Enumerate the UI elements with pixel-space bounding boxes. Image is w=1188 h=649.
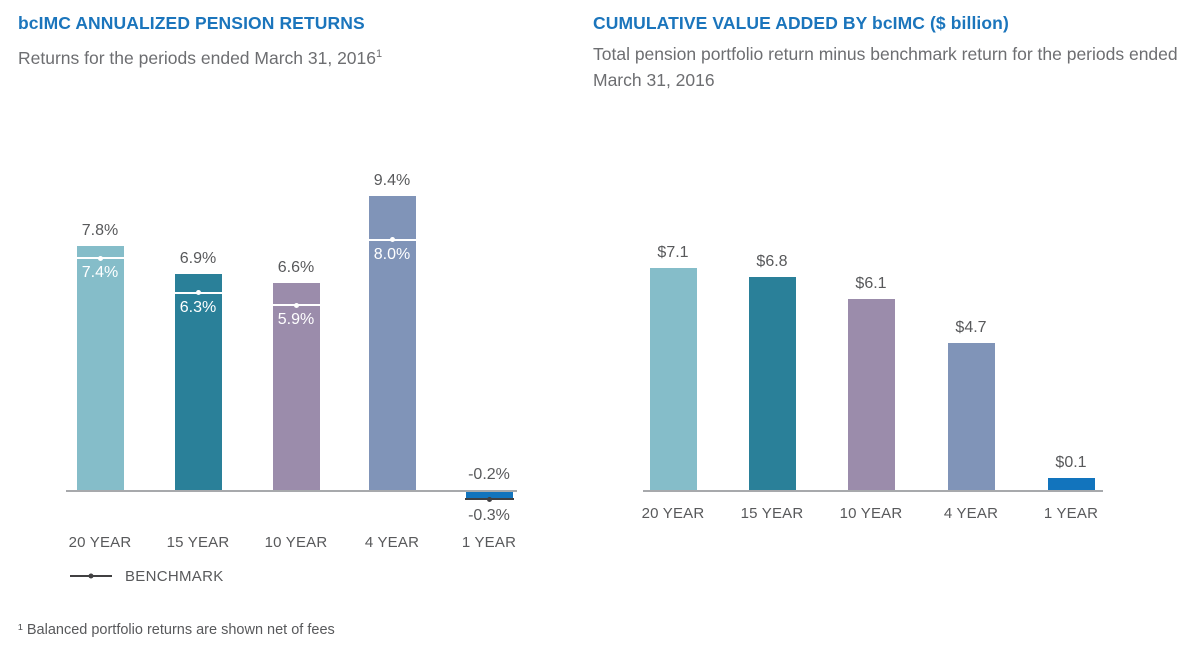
benchmark-legend: BENCHMARK <box>70 567 224 585</box>
footnote-reference-mark: 1 <box>376 48 383 60</box>
bar-value-label: 6.9% <box>179 250 217 268</box>
bar-value-label: 7.8% <box>81 221 119 239</box>
benchmark-value-label: 5.9% <box>277 311 315 329</box>
left-chart-header: bcIMC ANNUALIZED PENSION RETURNS Returns… <box>18 12 578 71</box>
bar <box>465 492 513 499</box>
category-label: 4 YEAR <box>364 534 420 551</box>
benchmark-value-label: 6.3% <box>179 298 217 316</box>
category-label: 1 YEAR <box>1043 505 1099 522</box>
bar <box>76 245 124 490</box>
right-chart-title: CUMULATIVE VALUE ADDED BY bcIMC ($ billi… <box>593 13 1009 33</box>
bar <box>272 283 320 490</box>
bar <box>368 195 416 490</box>
category-label: 15 YEAR <box>740 505 804 522</box>
bar <box>174 274 222 490</box>
bar <box>1047 478 1095 490</box>
left-chart-subtitle-text: Returns for the periods ended March 31, … <box>18 47 376 68</box>
category-label: 15 YEAR <box>166 534 230 551</box>
benchmark-value-label: 8.0% <box>373 245 411 263</box>
bar <box>748 277 796 490</box>
benchmark-dot-icon <box>486 496 492 502</box>
bar-value-label: 9.4% <box>373 171 411 189</box>
bar <box>947 342 995 490</box>
category-label: 1 YEAR <box>461 534 517 551</box>
bar-value-label: $4.7 <box>955 318 987 336</box>
benchmark-line-marker-icon <box>70 573 112 579</box>
bar-value-label: 6.6% <box>277 259 315 277</box>
x-axis-line <box>643 490 1103 492</box>
left-chart-title: bcIMC ANNUALIZED PENSION RETURNS <box>18 13 365 33</box>
benchmark-dot-icon <box>97 255 103 261</box>
benchmark-dot-icon <box>389 237 395 243</box>
category-label: 20 YEAR <box>68 534 132 551</box>
benchmark-value-label: -0.3% <box>468 507 510 525</box>
bar-value-label: $6.8 <box>756 253 788 271</box>
bar-value-label: $0.1 <box>1055 454 1087 471</box>
benchmark-legend-label: BENCHMARK <box>125 567 224 585</box>
bar <box>847 299 895 490</box>
bar <box>649 267 697 490</box>
right-chart-subtitle: Total pension portfolio return minus ben… <box>593 44 1178 90</box>
bar-value-label: $6.1 <box>855 275 887 293</box>
x-axis-line <box>66 490 517 492</box>
bar-value-label: $7.1 <box>657 243 689 261</box>
benchmark-dot-icon <box>88 573 94 579</box>
right-chart-header: CUMULATIVE VALUE ADDED BY bcIMC ($ billi… <box>593 12 1178 93</box>
left-chart-subtitle: Returns for the periods ended March 31, … <box>18 41 578 71</box>
category-label: 20 YEAR <box>641 505 705 522</box>
category-label: 4 YEAR <box>943 505 999 522</box>
footnote: ¹ Balanced portfolio returns are shown n… <box>18 622 335 638</box>
benchmark-dot-icon <box>293 302 299 308</box>
category-label: 10 YEAR <box>264 534 328 551</box>
category-label: 10 YEAR <box>839 505 903 522</box>
benchmark-dot-icon <box>195 290 201 296</box>
bar-value-label: -0.2% <box>468 466 510 483</box>
benchmark-value-label: 7.4% <box>81 264 119 282</box>
